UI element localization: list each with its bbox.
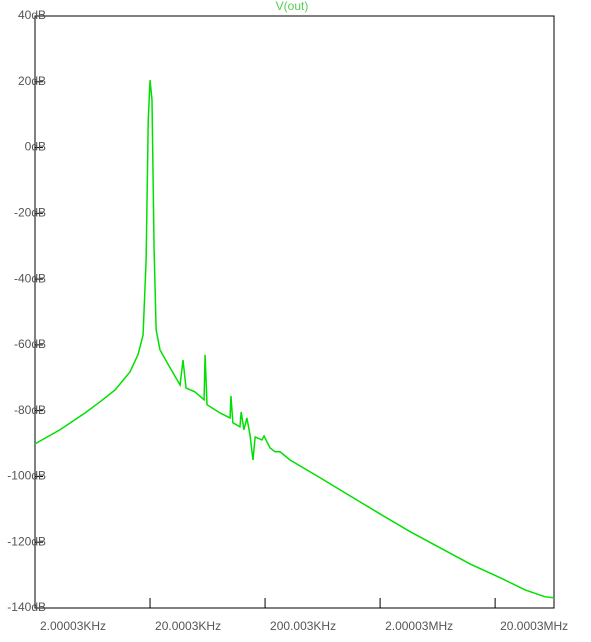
spectrum-line (34, 80, 555, 599)
y-tick-label: -120dB (7, 534, 46, 548)
x-tick-label: 2.00003MHz (385, 619, 453, 633)
x-tick-label: 200.003KHz (270, 619, 336, 633)
y-tick-label: 20dB (18, 74, 46, 88)
y-tick-label: -140dB (7, 600, 46, 614)
plot-frame (34, 15, 555, 609)
y-tick-label: -40dB (14, 271, 46, 285)
x-tick-label: 20.0003MHz (500, 619, 568, 633)
y-tick-label: 40dB (18, 8, 46, 22)
y-tick-label: -20dB (14, 206, 46, 220)
y-tick-label: -80dB (14, 403, 46, 417)
y-tick-label: -100dB (7, 469, 46, 483)
chart-title: V(out) (276, 0, 309, 13)
x-tick-label: 20.0003KHz (155, 619, 221, 633)
y-tick-label: 0dB (25, 140, 46, 154)
y-tick-label: -60dB (14, 337, 46, 351)
x-tick-label: 2.00003KHz (40, 619, 106, 633)
